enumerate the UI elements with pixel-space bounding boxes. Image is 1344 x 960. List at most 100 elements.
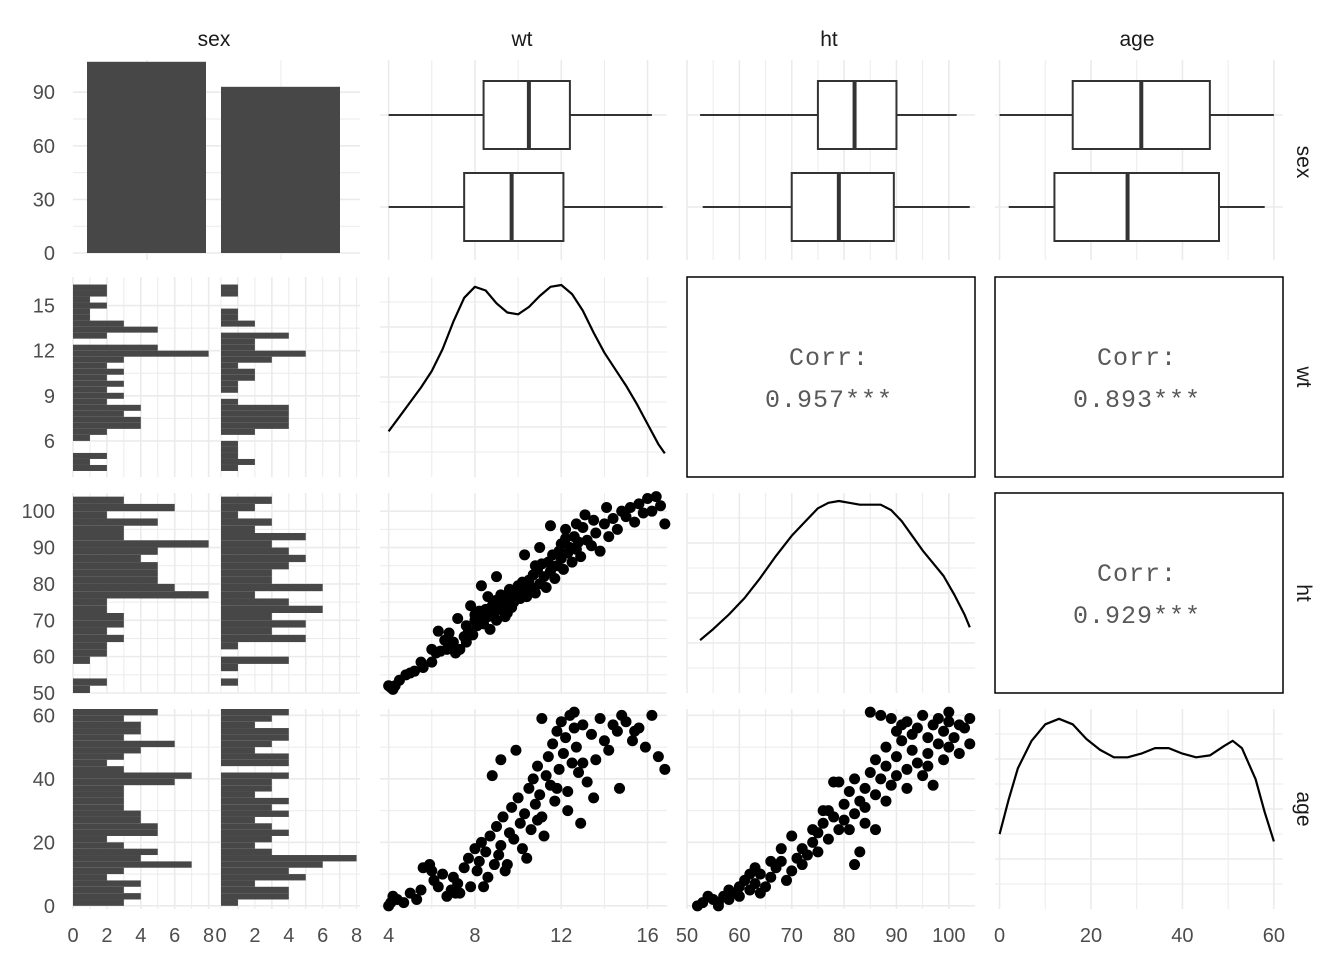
hist-bar-male [221,656,289,664]
scatter-point [901,763,913,775]
hist-bar-female [73,893,141,900]
scatter-point [465,600,477,612]
scatter-point [577,757,589,769]
scatter-ht-age [691,706,976,912]
scatter-point [859,782,871,794]
scatter-point [875,773,887,785]
scatter-point [527,773,539,785]
hist-bar-male [221,554,306,563]
hist-bar-female [73,797,124,805]
y-tick-ht: 60 [33,647,55,669]
scatter-point [875,709,887,721]
hist-bar-female [73,583,175,592]
scatter-point [497,811,509,823]
scatter-point [922,732,934,744]
scatter-point [614,782,626,794]
scatter-point [817,805,829,817]
scatter-point [570,741,582,753]
scatter-point [482,591,494,603]
x-tick-ht: 60 [728,925,750,947]
scatter-point [890,751,902,763]
hist-bar-female [73,326,158,333]
hist-wt-by-sex [73,284,306,471]
scatter-point [462,852,474,864]
hist-bar-male [221,740,272,748]
x-tick-wt: 16 [636,925,658,947]
column-strip-wt: wt [511,28,533,51]
scatter-point [575,817,587,829]
hist-bar-male [221,874,306,881]
y-tick-wt: 15 [33,296,55,318]
scatter-point [812,846,824,858]
hist-bar-female [73,458,90,465]
scatter-point [642,492,654,504]
scatter-point [765,871,777,883]
scatter-point [460,636,472,648]
scatter-point [519,549,531,561]
scatter-point [521,591,533,603]
scatter-point [510,744,522,756]
hist-bar-male [221,332,289,339]
y-tick-ht: 100 [22,501,55,523]
scatter-point [473,855,485,867]
row-strip-age: age [1292,791,1315,826]
scatter-point [880,795,892,807]
scatter-point [838,798,850,810]
y-tick-age: 40 [33,769,55,791]
hist-bar-female [73,772,192,779]
hist-bar-male [221,350,306,357]
scatter-point [501,859,513,871]
scatter-point [646,709,658,721]
x-tick-count: 0 [215,925,226,947]
scatter-point [426,656,438,668]
hist-bar-female [73,356,124,363]
x-tick-wt: 4 [383,925,394,947]
bar-male [221,86,340,253]
hist-bar-male [221,880,255,887]
scatter-point [478,881,490,893]
hist-bar-male [221,511,238,519]
scatter-point [948,732,960,744]
x-tick-count: 8 [203,925,214,947]
hist-bar-male [221,867,289,875]
scatter-point [817,817,829,829]
scatter-point [454,643,466,655]
scatter-point [959,722,971,734]
scatter-point [549,572,561,584]
grid-sex-wt [72,277,360,477]
hist-bar-male [221,398,238,405]
bar-female [87,61,206,254]
scatter-point [540,770,552,782]
scatter-point [655,500,667,512]
scatter-point [964,713,976,725]
scatter-point [786,830,798,842]
box-male [790,172,895,242]
hist-ht-by-sex [73,496,323,693]
hist-bar-male [221,627,272,635]
hist-bar-female [73,823,158,830]
hist-bar-male [221,562,289,570]
scatter-point [603,744,615,756]
scatter-point [953,747,965,759]
hist-bar-male [221,620,306,628]
hist-bar-male [221,791,255,798]
scatter-point [611,725,623,737]
hist-bar-female [73,734,124,741]
hist-bar-female [73,410,124,417]
scatter-point [594,545,606,557]
x-tick-ht: 100 [932,925,965,947]
hist-bar-male [221,308,238,315]
scatter-point [458,862,470,874]
scatter-point [570,518,582,530]
hist-bar-male [221,772,289,779]
column-strip-sex: sex [198,28,231,51]
scatter-point [443,627,455,639]
scatter-point [620,511,632,523]
scatter-point [568,722,580,734]
scatter-point [493,849,505,861]
scatter-point [885,779,897,791]
scatter-point [906,728,918,740]
scatter-point [733,890,745,902]
scatter-point [922,760,934,772]
hist-bar-male [221,368,255,375]
